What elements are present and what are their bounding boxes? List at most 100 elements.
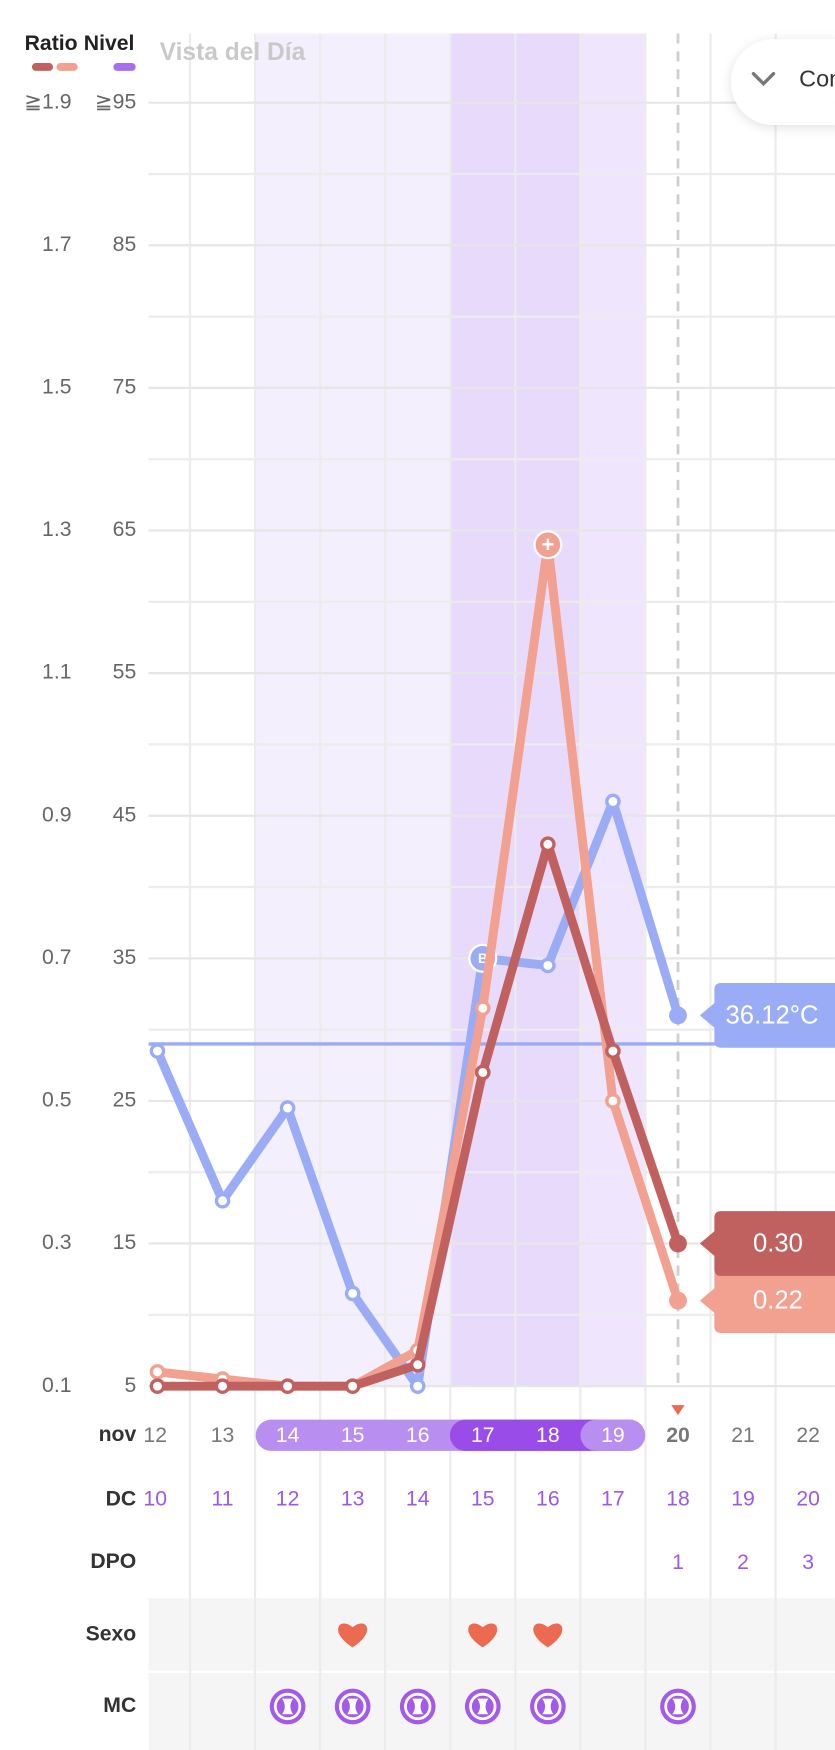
point [605,1043,621,1059]
fertile-band [255,33,450,1387]
date-label[interactable]: 17 [471,1424,495,1447]
cycle-day: 16 [536,1488,560,1511]
point [149,1364,166,1380]
y2-tick-label: 75 [113,375,137,398]
date-label[interactable]: 13 [211,1424,235,1447]
value-tag [699,983,835,1048]
mucus-icon-drop [412,1698,424,1715]
y-tick-label: 1.3 [42,518,71,541]
dropdown-body[interactable] [731,39,835,125]
row-divider [148,1670,835,1673]
background-layer [148,33,835,1750]
rows-background [148,1598,835,1750]
cycle-day: 12 [276,1488,300,1511]
value-label: 36.12°C [726,1001,819,1029]
point [279,1100,296,1116]
cycle-day: 14 [406,1488,430,1511]
y2-tick-label: 65 [113,518,137,541]
data-layer: B+ [148,530,835,1394]
point [149,1378,166,1394]
chevron-icon [751,71,776,87]
value-tag [699,1268,835,1333]
legend-label: Ratio [25,32,78,55]
mucus-icon-drop [672,1698,684,1715]
cycle-day: 11 [212,1488,234,1511]
point [669,1234,687,1253]
cycle-day: 19 [731,1488,755,1511]
point-label: B [478,951,488,966]
cycle-day: 20 [796,1488,820,1511]
date-label[interactable]: 22 [796,1424,820,1447]
point [533,530,563,560]
legend-label: Nivel [84,32,135,55]
point [605,1093,621,1109]
date-label[interactable]: 19 [601,1424,625,1447]
value-label: 0.30 [753,1229,803,1257]
y2-tick-label: 45 [113,803,137,826]
mucus-icon-drop [477,1698,489,1715]
mucus-icon-ring [469,1692,497,1721]
mucus-icon-ring [404,1692,432,1721]
y2-tick-label: 15 [113,1231,137,1254]
chart-title: Vista del Día [160,39,306,66]
fertile-pill [580,1419,646,1451]
row-label: MC [103,1694,136,1717]
y2-tick-label: 5 [124,1374,136,1397]
y2-tick-label: 25 [113,1089,137,1112]
point [344,1285,361,1302]
y-tick-label: 0.3 [42,1231,71,1254]
value-tag [699,1211,835,1276]
point [149,1043,166,1059]
mucus-icon-drop [542,1698,554,1715]
y-tick-label: ≧1.9 [24,90,71,113]
date-label[interactable]: 16 [406,1424,430,1447]
date-label[interactable]: 12 [143,1424,167,1447]
point [474,1064,491,1081]
point [669,1291,687,1310]
date-label[interactable]: 15 [341,1424,365,1447]
mucus-icon-ring [534,1692,562,1721]
y-tick-label: 0.1 [42,1374,71,1397]
date-label[interactable]: 18 [536,1424,560,1447]
heart-icon [338,1623,368,1648]
row-label: DC [106,1488,137,1511]
point [409,1378,426,1394]
y-tick-label: 1.7 [42,233,71,256]
y-tick-label: 1.1 [42,661,71,684]
cycle-day: 17 [601,1488,625,1511]
point [214,1378,231,1394]
cycle-day: 10 [143,1488,167,1511]
row-label: Sexo [86,1623,137,1646]
point [669,1006,687,1025]
point [605,793,621,810]
peak-pill [449,1419,612,1451]
row-label: nov [99,1423,137,1446]
date-label[interactable]: 21 [731,1424,755,1447]
mucus-icon-ring [664,1692,692,1721]
point [409,1356,426,1373]
point [540,836,556,853]
today-marker [671,1405,685,1416]
heart-icon [533,1623,563,1648]
cycle-day: 15 [471,1488,495,1511]
date-label[interactable]: 14 [276,1424,300,1447]
y2-tick-label: 85 [113,233,137,256]
row-label: DPO [90,1550,136,1573]
cycle-day: 13 [341,1488,365,1511]
dropdown-label: Con [799,66,835,92]
dropdown[interactable]: Con [731,39,835,125]
dpo-day: 2 [737,1551,749,1574]
label-layer: Vista del Día Ratio Nivel nov DC DPO Sex… [24,32,835,1725]
date-label[interactable]: 20 [666,1424,690,1447]
mucus-icon-ring [273,1692,302,1721]
y-tick-label: 0.5 [42,1089,71,1112]
y2-tick-label: 35 [113,946,137,969]
value-label: 0.22 [753,1286,803,1314]
heart-icon [468,1623,498,1648]
point-label: + [541,532,554,557]
y-tick-label: 0.7 [42,946,71,969]
y-tick-label: 0.9 [42,803,71,826]
cycle-day: 18 [666,1488,690,1511]
